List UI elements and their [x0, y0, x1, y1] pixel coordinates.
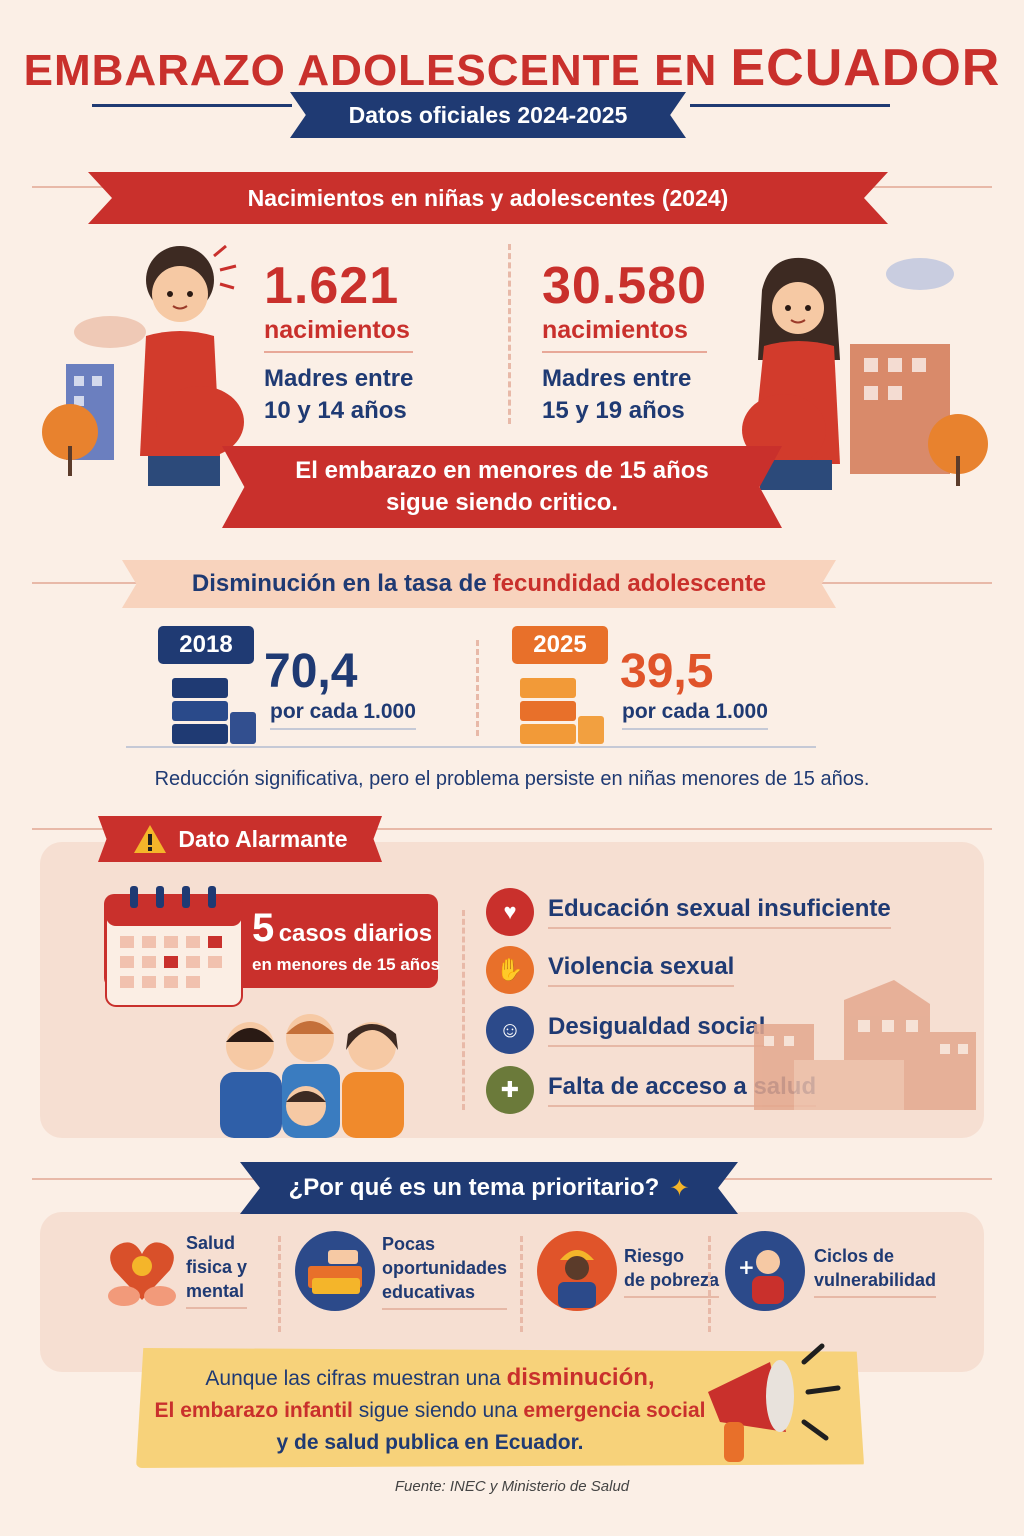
- births-10-14: 1.621 nacimientos Madres entre 10 y 14 a…: [264, 256, 414, 427]
- fertility-section-title: Disminución en la tasa de fecundidad adol…: [122, 560, 836, 608]
- rate-2025-unit: por cada 1.000: [622, 700, 768, 730]
- conclusion-highlight: emergencia social: [523, 1399, 706, 1422]
- conclusion-line: y de salud publica en Ecuador.: [276, 1431, 584, 1454]
- year-badge-2018: 2018: [158, 626, 254, 664]
- subtitle-ribbon: Datos oficiales 2024-2025: [290, 92, 686, 138]
- divider: [508, 244, 511, 424]
- priority-label: educativas: [382, 1282, 476, 1302]
- divider: [520, 1236, 523, 1332]
- svg-text:+: +: [738, 1255, 755, 1279]
- births-10-14-desc: Madres entre: [264, 365, 414, 392]
- reason-label: Desigualdad social: [548, 1013, 766, 1047]
- year-badge-2025: 2025: [512, 626, 608, 664]
- warning-icon: [134, 825, 167, 853]
- priority-section-title: ¿Por qué es un tema prioritario? ✦: [240, 1162, 738, 1214]
- worker-icon: [537, 1231, 617, 1311]
- priority-panel: [40, 1212, 984, 1372]
- books-icon: [295, 1231, 375, 1311]
- priority-label: oportunidades: [382, 1258, 507, 1278]
- priority-item-health: Salud fisica y mental: [104, 1230, 248, 1310]
- priority-label: Riesgo: [624, 1246, 685, 1266]
- births-10-14-label: nacimientos: [264, 316, 414, 353]
- baseline: [126, 746, 816, 748]
- priority-label: de pobreza: [624, 1270, 720, 1290]
- divider: [708, 1236, 711, 1332]
- banner-line-2: sigue siendo critico.: [385, 489, 619, 516]
- medical-person-icon: +: [725, 1231, 805, 1311]
- reason-label: Educación sexual insuficiente: [548, 895, 891, 929]
- births-15-19-desc: Madres entre: [542, 365, 692, 392]
- conclusion-line: Aunque las cifras muestran una: [205, 1367, 501, 1390]
- source-note: Fuente: INEC y Ministerio de Salud: [394, 1478, 630, 1495]
- sparkle-icon: ✦: [669, 1174, 690, 1202]
- births-15-19-label: nacimientos: [542, 316, 708, 353]
- banner-line-1: El embarazo en menores de 15 años: [295, 457, 709, 484]
- divider: [32, 828, 992, 830]
- priority-label: vulnerabilidad: [814, 1270, 937, 1290]
- daily-cases: 5 casos diarios en menores de 15 años: [252, 906, 440, 975]
- reason-education: ♥ Educación sexual insuficiente: [486, 888, 891, 936]
- priority-item-vulnerability: + Ciclos de vulnerabilidad: [724, 1230, 937, 1312]
- rate-2025: 39,5: [620, 645, 714, 698]
- priority-label: fisica y: [186, 1257, 248, 1277]
- births-10-14-number: 1.621: [264, 257, 400, 315]
- page-title: EMBARAZO ADOLESCENTE EN ECUADOR: [23, 39, 1001, 97]
- medical-cross-icon: ✚: [486, 1066, 534, 1114]
- priority-label: mental: [186, 1281, 245, 1301]
- priority-label: Pocas: [382, 1234, 436, 1254]
- town-illustration: [754, 980, 976, 1110]
- births-15-19: 30.580 nacimientos Madres entre 15 y 19 …: [542, 256, 708, 427]
- heart-hand-icon: ♥: [486, 888, 534, 936]
- daily-cases-label: casos diarios: [278, 920, 433, 947]
- reason-inequality: ☺ Desigualdad social: [486, 1006, 766, 1054]
- births-critical-banner: El embarazo en menores de 15 años sigue …: [222, 446, 782, 528]
- rate-2018: 70,4: [264, 645, 358, 698]
- reason-violence: ✋ Violencia sexual: [486, 946, 735, 994]
- rate-2018-unit: por cada 1.000: [270, 700, 416, 730]
- daily-cases-number: 5: [252, 906, 275, 950]
- births-10-14-age: 10 y 14 años: [264, 397, 407, 424]
- daily-cases-sub: en menores de 15 años: [252, 955, 441, 974]
- bar-stack-2025-icon: [520, 678, 604, 744]
- conclusion-highlight: El embarazo infantil: [154, 1399, 353, 1422]
- children-illustration: [220, 1014, 404, 1138]
- pregnant-girl-illustration-left: [42, 244, 244, 486]
- births-section-title: Nacimientos en niñas y adolescentes (202…: [88, 172, 888, 224]
- divider: [690, 104, 890, 107]
- conclusion-highlight: disminución,: [506, 1364, 655, 1391]
- subtitle: Datos oficiales 2024-2025: [348, 101, 628, 128]
- conclusion-text: Aunque las cifras muestran una disminuci…: [150, 1362, 710, 1459]
- pregnant-girl-illustration-right: [742, 257, 988, 490]
- priority-item-education: Pocas oportunidades educativas: [294, 1230, 507, 1312]
- heart-hands-icon: [108, 1242, 176, 1306]
- reason-label: Violencia sexual: [548, 953, 735, 987]
- divider: [278, 1236, 281, 1332]
- divider: [476, 640, 479, 736]
- priority-label: Salud: [186, 1233, 236, 1253]
- bar-stack-2018-icon: [172, 678, 256, 744]
- divider: [92, 104, 292, 107]
- conclusion-line: sigue siendo una: [358, 1399, 518, 1422]
- calendar-icon: [105, 886, 243, 1007]
- priority-item-poverty: Riesgo de pobreza: [536, 1230, 720, 1312]
- fertility-note: Reducción significativa, pero el problem…: [154, 768, 870, 790]
- priority-label: Ciclos de: [814, 1246, 895, 1266]
- births-15-19-number: 30.580: [542, 257, 708, 315]
- births-15-19-age: 15 y 19 años: [542, 397, 685, 424]
- hand-stop-icon: ✋: [486, 946, 534, 994]
- people-icon: ☺: [486, 1006, 534, 1054]
- alarm-section-title: Dato Alarmante: [98, 816, 382, 862]
- divider: [462, 910, 465, 1110]
- alarm-title: Dato Alarmante: [178, 825, 348, 852]
- megaphone-icon: [708, 1343, 841, 1462]
